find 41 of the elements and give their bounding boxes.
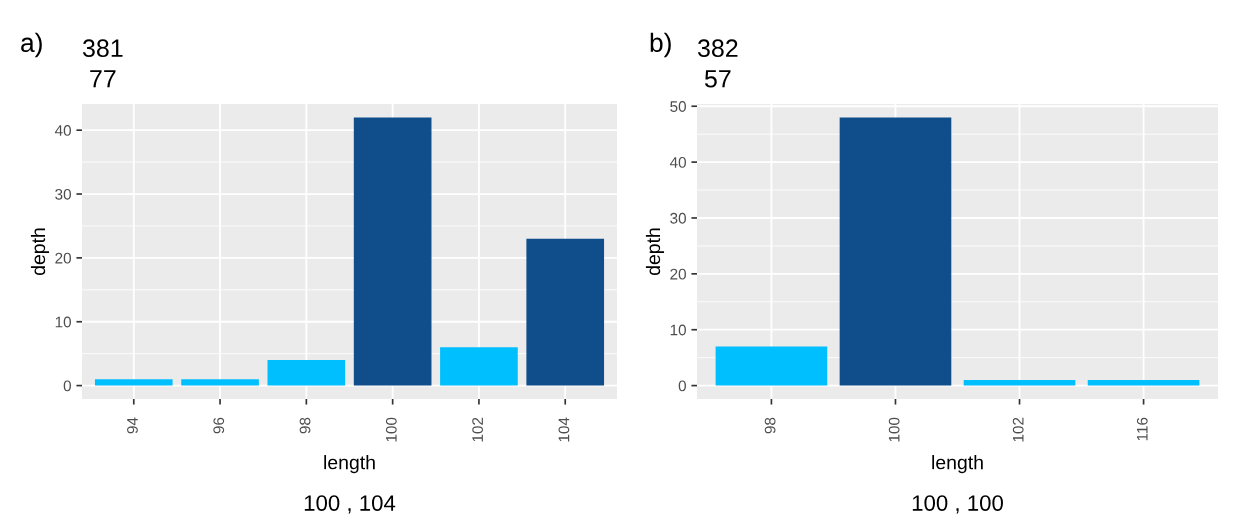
y-tick-label: 0 [63,380,71,392]
text: a) [21,32,42,58]
bar [353,117,432,386]
x-tick-label: 94 [127,417,138,434]
text: 100 , 100 [912,495,1003,514]
y-tick-label: 20 [670,268,686,280]
x-tick-label: 96 [213,417,225,434]
chart-title: 382 57 [697,39,738,88]
x-tick-label: 102 [472,417,484,442]
x-tick-label: 98 [299,417,311,434]
y-tick-label: 20 [55,252,71,264]
y-tick-label: 30 [55,188,71,200]
x-tick-label: 104 [558,417,570,442]
y-axis-title: depth [645,228,665,276]
x-tick-label: 100 [888,417,900,442]
bar [715,346,828,386]
y-tick-label: 40 [669,156,686,168]
bar [1087,380,1200,386]
bar [181,379,259,386]
bar [839,117,952,386]
bar [440,347,518,386]
y-tick-label: 50 [670,101,686,112]
y-tick-label: 10 [670,324,686,336]
bar [267,360,346,386]
y-tick-label: 10 [55,316,71,328]
x-tick-label: 98 [764,417,776,434]
bar [94,379,173,386]
chart-title: 381 77 [82,39,123,88]
x-axis-title: length [324,455,375,474]
y-tick-label: 40 [54,125,71,136]
x-axis-title: length [932,455,983,474]
bar [526,238,605,386]
y-tick-label: 0 [678,380,686,392]
x-tick-label: 100 [385,417,397,442]
x-tick-label: 116 [1136,417,1148,441]
text: 100 , 104 [304,495,396,514]
y-tick-label: 30 [670,212,686,224]
text: b) [650,32,671,58]
x-tick-label: 102 [1012,417,1024,442]
bar [963,380,1076,386]
y-axis-title: depth [30,228,50,276]
